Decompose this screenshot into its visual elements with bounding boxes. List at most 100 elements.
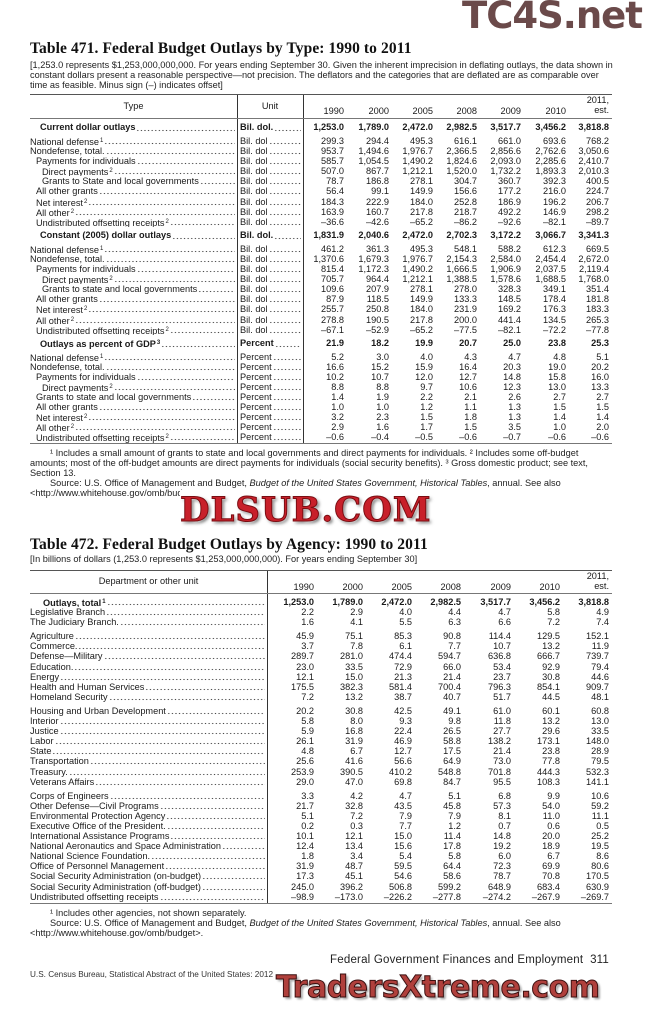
row-label: Bil. dol <box>240 304 268 315</box>
value-cell: 11.9 <box>591 641 609 652</box>
leader-dots <box>136 119 235 136</box>
row-label: Legislative Branch <box>30 607 106 618</box>
section-title: Outlays as percent of GDP3 <box>30 334 237 352</box>
value-cell: 2,154.3 <box>446 253 477 264</box>
value-cell: 252.8 <box>454 196 477 207</box>
unit-cell: Bil. dol <box>237 136 303 147</box>
value-cell: –0.6 <box>591 432 609 443</box>
value-cell: 23.8 <box>548 337 566 348</box>
value-cell: 10.7 <box>493 641 511 652</box>
value-cell: 17.5 <box>443 746 461 757</box>
leader-dots <box>268 166 301 177</box>
row-label-cell: Outlays, total1 <box>30 597 267 608</box>
row-label: Payments for individuals <box>36 264 136 275</box>
value-cell: 4.3 <box>464 351 477 362</box>
value-cell: 683.4 <box>537 881 560 892</box>
value-cell: 60.8 <box>591 705 609 716</box>
value-cell: 84.7 <box>443 776 461 787</box>
value-cell: 666.7 <box>537 651 560 662</box>
row-label: Undistributed offsetting receipts2 <box>36 433 169 443</box>
row-label: Bil. dol <box>240 166 268 177</box>
value-cell: 169.2 <box>498 304 521 315</box>
running-footer: Federal Government Finances and Employme… <box>330 954 609 966</box>
value-cell: 85.3 <box>394 631 412 642</box>
col-year-2005: 2005 <box>412 106 433 116</box>
footnote-marker: 1 <box>99 353 104 360</box>
row-label-cell: Transportation <box>30 756 267 767</box>
value-cell: 20.3 <box>503 361 521 372</box>
value-cell: –0.6 <box>548 432 566 443</box>
value-cell: 278.0 <box>454 284 477 295</box>
table-472-footnote: ¹ Includes other agencies, not shown sep… <box>50 908 247 918</box>
value-cell: 25.2 <box>591 831 609 842</box>
row-label: Treasury. <box>30 766 68 777</box>
leader-dots <box>268 294 301 305</box>
row-label: Housing and Urban Development <box>30 705 166 716</box>
table-472-header: Department or other unit 1990 2000 2005 200… <box>30 571 612 594</box>
row-label: Bil. dol <box>240 253 268 264</box>
value-cell: 7.7 <box>448 641 461 652</box>
leader-dots <box>98 186 235 197</box>
value-cell: 12.7 <box>459 371 477 382</box>
table-row: Education. 23.0 33.5 72.9 66.0 53.4 92.9 79.4 <box>30 661 612 672</box>
value-cell: 186.8 <box>366 176 389 187</box>
unit-cell: Bil. dol <box>237 243 303 254</box>
value-cell: 5.2 <box>331 351 344 362</box>
value-cell: –65.2 <box>410 324 433 335</box>
value-cell: 8.8 <box>376 381 389 392</box>
leader-dots <box>136 156 235 167</box>
value-cell: 4.0 <box>399 607 412 618</box>
col-year-2009: 2009 <box>490 582 511 592</box>
value-cell: 1.2 <box>420 402 433 413</box>
value-cell: 41.6 <box>345 756 363 767</box>
value-cell: 47.0 <box>345 776 363 787</box>
value-cell: 7.2 <box>350 810 363 821</box>
value-cell: 1.6 <box>301 617 314 628</box>
unit-cell: Bil. dol <box>237 253 303 265</box>
value-cell: 661.0 <box>498 136 521 146</box>
value-cell: 1,732.2 <box>490 166 521 177</box>
row-label-cell: Legislative Branch <box>30 607 267 618</box>
row-label: Net interest2 <box>36 413 88 423</box>
value-cell: 79.5 <box>591 756 609 767</box>
row-label-cell: National defense1 <box>30 136 237 147</box>
value-cell: 1,688.5 <box>535 274 566 285</box>
row-label: National Aeronautics and Space Administr… <box>30 841 222 852</box>
row-label: Health and Human Services <box>30 681 145 692</box>
footnote-marker: 2 <box>165 218 169 225</box>
row-label: Social Security Administration (on-budge… <box>30 871 202 882</box>
leader-dots <box>161 334 235 352</box>
table-472-title: Table 472. Federal Budget Outlays by Age… <box>30 536 428 553</box>
value-cell: 12.0 <box>415 371 433 382</box>
leader-dots <box>272 381 301 393</box>
value-cell: 60.1 <box>542 705 560 716</box>
value-cell: 1,253.0 <box>313 122 344 132</box>
value-cell: 30.8 <box>542 671 560 682</box>
unit-cell: Bil. dol <box>237 284 303 295</box>
value-cell: 1,520.0 <box>446 166 477 177</box>
unit-cell: Bil. dol <box>237 294 303 305</box>
col-year-2010: 2010 <box>545 106 566 116</box>
row-label-cell: Undistributed offsetting receipts2 <box>30 324 237 335</box>
leader-dots <box>166 705 265 717</box>
table-row: Direct payments2 Percent 8.8 8.8 9.7 10.6 12.3… <box>30 381 612 393</box>
table-row: Grants to state and local governments Bil… <box>30 284 612 295</box>
unit-cell: Bil. dol <box>237 166 303 177</box>
value-cell: 281.0 <box>340 651 363 662</box>
leader-dots <box>89 756 265 767</box>
value-cell: 18.2 <box>371 337 389 348</box>
row-label-cell: Environmental Protection Agency <box>30 810 267 821</box>
value-cell: 28.9 <box>591 746 609 757</box>
value-cell: 2,093.0 <box>490 156 521 167</box>
row-label: Executive Office of the President. <box>30 820 166 831</box>
value-cell: 26.1 <box>296 736 314 747</box>
col-year-2000: 2000 <box>368 106 389 116</box>
value-cell: 11.1 <box>591 810 609 821</box>
value-cell: 57.3 <box>493 800 511 811</box>
value-cell: 14.8 <box>493 831 511 842</box>
value-cell: 141.1 <box>586 776 609 787</box>
value-cell: 506.8 <box>389 881 412 892</box>
unit-cell: Percent <box>237 381 303 393</box>
table-row: Direct payments2 Bil. dol 705.7 964.4 1,212.… <box>30 274 612 285</box>
row-label: Direct payments2 <box>42 382 113 393</box>
